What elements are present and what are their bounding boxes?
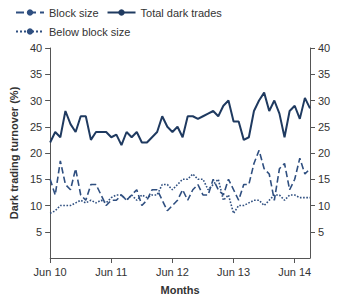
svg-text:40: 40 — [30, 42, 42, 54]
svg-text:Jun 13: Jun 13 — [217, 266, 250, 278]
svg-text:20: 20 — [30, 147, 42, 159]
svg-text:10: 10 — [318, 200, 330, 212]
svg-text:Below block size: Below block size — [49, 26, 130, 38]
svg-text:25: 25 — [30, 121, 42, 133]
svg-text:10: 10 — [30, 200, 42, 212]
svg-text:15: 15 — [30, 173, 42, 185]
svg-text:25: 25 — [318, 121, 330, 133]
svg-text:20: 20 — [318, 147, 330, 159]
svg-text:Dark trading turnover (%): Dark trading turnover (%) — [8, 86, 20, 219]
svg-text:Total dark trades: Total dark trades — [141, 7, 223, 19]
svg-text:Jun 10: Jun 10 — [34, 266, 67, 278]
svg-text:15: 15 — [318, 173, 330, 185]
svg-text:Block size: Block size — [49, 7, 99, 19]
svg-text:35: 35 — [318, 68, 330, 80]
svg-text:Jun 12: Jun 12 — [156, 266, 189, 278]
svg-text:40: 40 — [318, 42, 330, 54]
svg-text:35: 35 — [30, 68, 42, 80]
svg-text:30: 30 — [30, 95, 42, 107]
svg-text:5: 5 — [318, 226, 324, 238]
svg-text:5: 5 — [36, 226, 42, 238]
svg-text:Months: Months — [161, 284, 200, 296]
svg-text:30: 30 — [318, 95, 330, 107]
svg-text:Jun 11: Jun 11 — [95, 266, 127, 278]
svg-text:Jun 14: Jun 14 — [278, 266, 311, 278]
